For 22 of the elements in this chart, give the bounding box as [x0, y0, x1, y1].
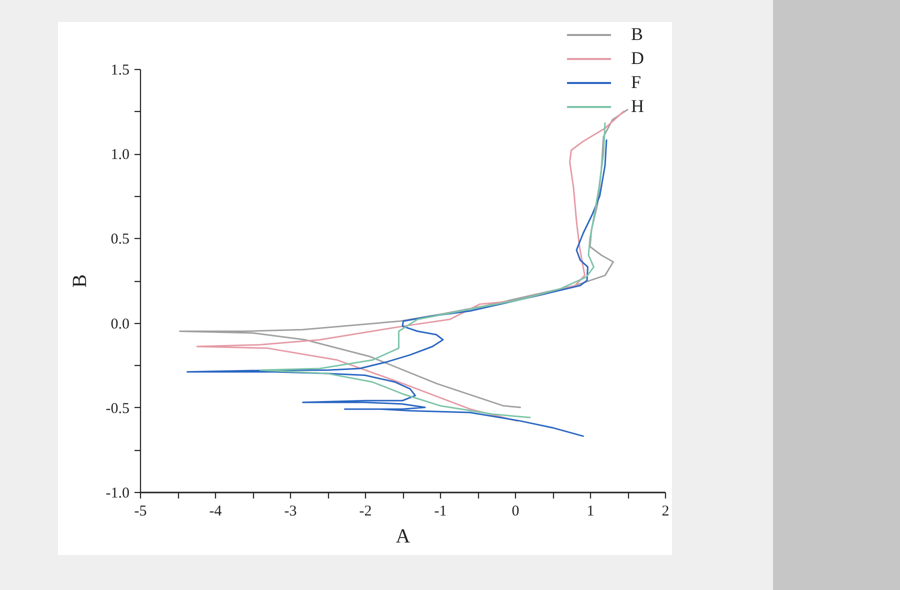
y-tick-label: -1.0: [106, 486, 130, 502]
y-tick-label: -0.5: [106, 400, 130, 417]
y-tick-label: 0.0: [110, 316, 130, 332]
legend-label: B: [631, 24, 644, 44]
legend-label: H: [631, 96, 644, 116]
y-tick-label: 1.0: [110, 147, 130, 164]
line-series: [186, 139, 608, 437]
x-tick-label: 1: [586, 504, 594, 520]
x-tick-label: -2: [359, 504, 372, 520]
x-tick-label: -3: [284, 504, 297, 520]
x-tick-label: -4: [209, 504, 222, 520]
legend-label: D: [631, 48, 644, 68]
x-tick-label: -5: [134, 504, 147, 520]
x-tick-label: 2: [662, 504, 670, 520]
line-series: [259, 122, 606, 418]
y-tick-label: 1.5: [110, 62, 130, 78]
y-axis-title: B: [68, 274, 91, 288]
x-tick-label: -1: [434, 504, 447, 520]
x-axis-title: A: [396, 526, 411, 548]
x-tick-label: 0: [512, 504, 520, 520]
y-tick-label: 0.5: [110, 232, 130, 248]
legend-label: F: [631, 72, 642, 92]
